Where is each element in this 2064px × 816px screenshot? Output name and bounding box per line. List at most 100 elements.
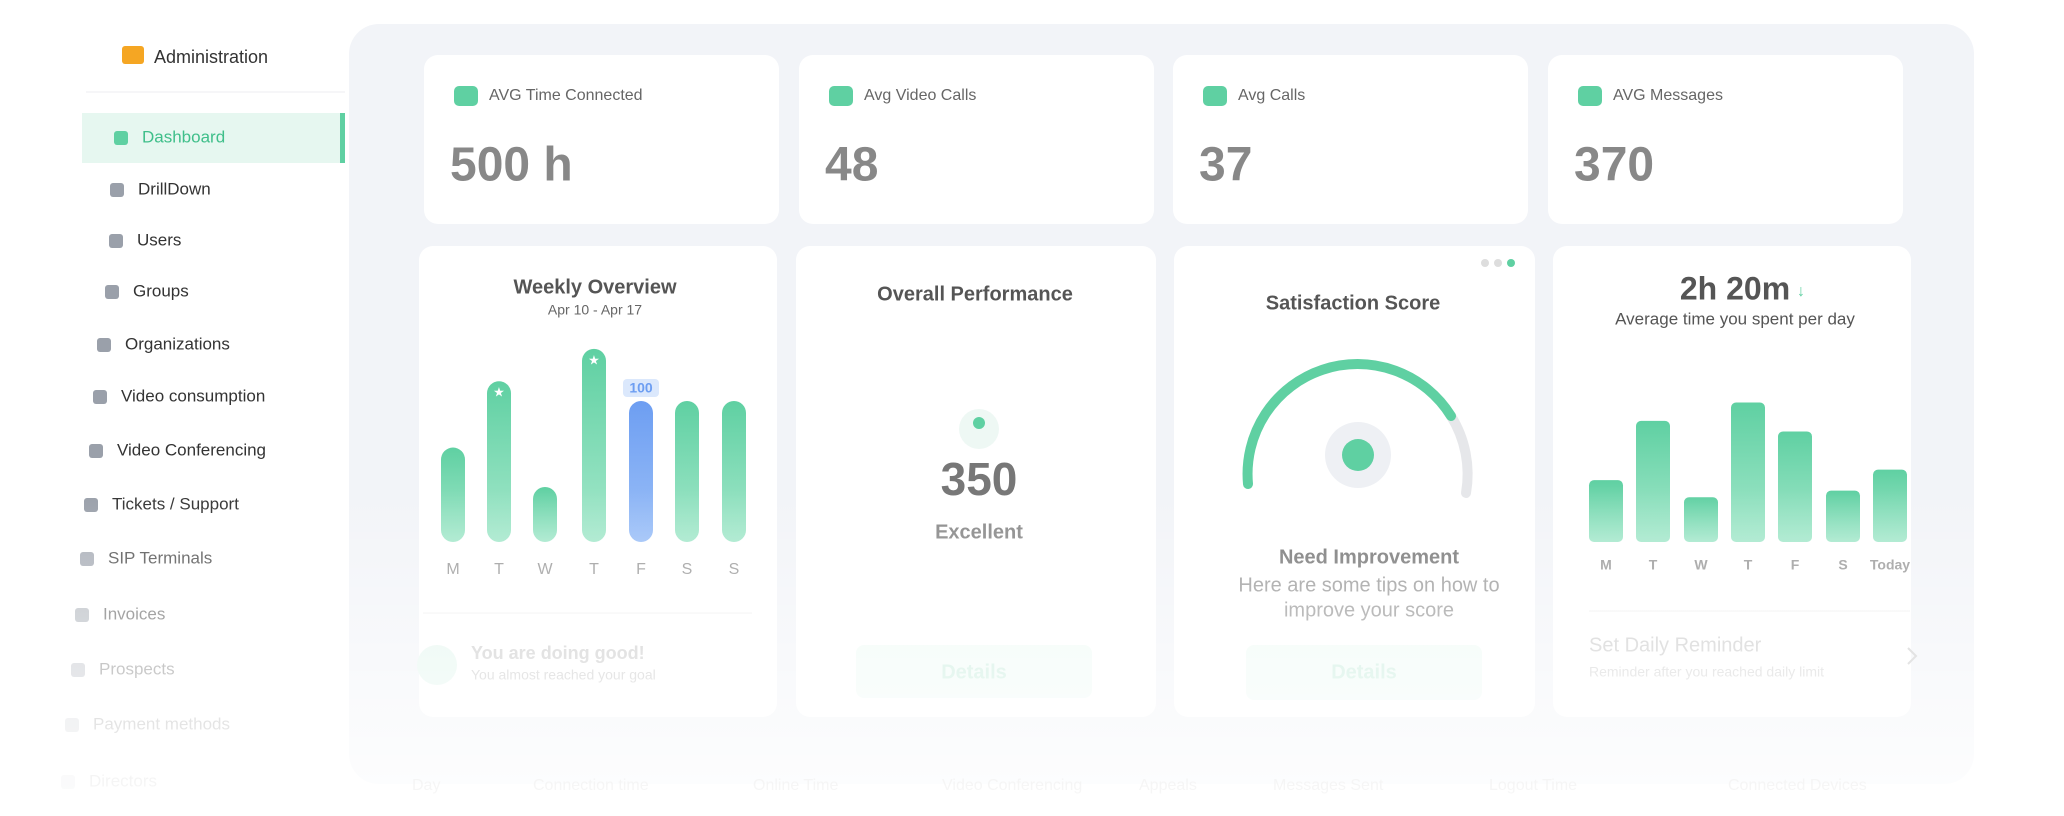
bar [582,348,606,542]
column-header: Messages Sent [1273,777,1384,794]
bar [441,447,465,542]
tip: improve your score [1284,599,1454,621]
menu-icon [61,775,75,789]
menu-icon [110,183,124,197]
pager-dot [1481,259,1489,267]
bar [1636,420,1670,542]
active-indicator [340,113,345,163]
menu-item[interactable]: Organizations [125,334,230,353]
menu-item[interactable]: Payment methods [93,714,230,733]
bar [1826,490,1860,542]
day-label: Today [1870,557,1910,573]
column-header: Logout Time [1489,777,1577,794]
bar [1589,480,1623,542]
day-label: F [1791,557,1800,573]
bar [1684,497,1718,542]
reminder[interactable]: Set Daily Reminder [1589,634,1762,656]
smiley [1342,439,1374,471]
stat-value: 37 [1199,139,1252,192]
column-header: Video Conferencing [942,777,1082,794]
score: 350 [941,453,1018,505]
tip: Here are some tips on how to [1238,574,1499,596]
card-title: Satisfaction Score [1266,292,1441,314]
stat-icon [829,86,853,106]
star: ★ [493,385,505,400]
column-header: Day [412,777,440,794]
stat-icon [1578,86,1602,106]
note: You almost reached your goal [471,667,656,683]
column-header: Connection time [533,777,649,794]
bar [1873,469,1907,542]
reminder-note: Reminder after you reached daily limit [1589,664,1824,680]
menu-item[interactable]: Users [137,230,181,249]
menu-item[interactable]: SIP Terminals [108,548,212,567]
stat-label: Avg Calls [1238,87,1305,104]
stat-value: 370 [1574,139,1654,192]
stat-label: Avg Video Calls [864,87,976,104]
bar [629,401,653,542]
menu-icon [71,663,85,677]
column-header: Online Time [753,777,838,794]
menu-icon [65,718,79,732]
menu-item[interactable]: Invoices [103,604,165,623]
caption: Average time you spent per day [1615,309,1855,328]
day-label: T [1744,557,1753,573]
menu-icon [89,444,103,458]
pager-dot [1494,259,1502,267]
trend-arrow: ↓ [1797,283,1805,300]
message: You are doing good! [471,643,645,663]
menu-icon [105,285,119,299]
day-label: S [729,561,740,578]
smiley [417,645,457,685]
rating: Excellent [935,521,1023,543]
bar [722,401,746,542]
bar [487,381,511,542]
menu-item[interactable]: Tickets / Support [112,494,239,513]
sidebar-title: Administration [154,47,268,67]
menu-icon [93,390,107,404]
menu-icon [84,498,98,512]
bar [1778,431,1812,542]
stat-label: AVG Messages [1613,87,1723,104]
bar [1731,402,1765,542]
day-label: S [682,561,693,578]
menu-icon [97,338,111,352]
menu-item[interactable]: Directors [89,771,157,790]
stat-label: AVG Time Connected [489,87,643,104]
button-label[interactable]: Details [1331,661,1397,683]
day-label: T [494,561,504,578]
day-label: M [446,561,459,578]
menu-icon [80,552,94,566]
pager-dot [1507,259,1515,267]
menu-icon [109,234,123,248]
menu-item[interactable]: DrillDown [138,179,211,198]
status: Need Improvement [1279,546,1459,568]
data-label: 100 [629,380,653,396]
stat-value: 48 [825,139,878,192]
menu-item[interactable]: Video Conferencing [117,440,266,459]
day-label: T [1649,557,1658,573]
menu-item[interactable]: Prospects [99,659,175,678]
card-title: Overall Performance [877,283,1073,305]
bar [533,487,557,542]
day-label: W [537,561,553,578]
day-label: F [636,561,646,578]
menu-item[interactable]: Dashboard [142,127,225,146]
day-label: W [1694,557,1708,573]
time-value: 2h 20m [1680,270,1790,306]
menu-item[interactable]: Groups [133,281,189,300]
menu-icon [75,608,89,622]
star: ★ [588,352,600,367]
user-head [973,417,985,429]
menu-icon [114,131,128,145]
stat-icon [1203,86,1227,106]
day-label: M [1600,557,1612,573]
card-title: Weekly Overview [513,276,677,298]
stat-icon [454,86,478,106]
button-label[interactable]: Details [941,661,1007,683]
bar [675,401,699,542]
menu-item[interactable]: Video consumption [121,386,265,405]
day-label: S [1838,557,1847,573]
